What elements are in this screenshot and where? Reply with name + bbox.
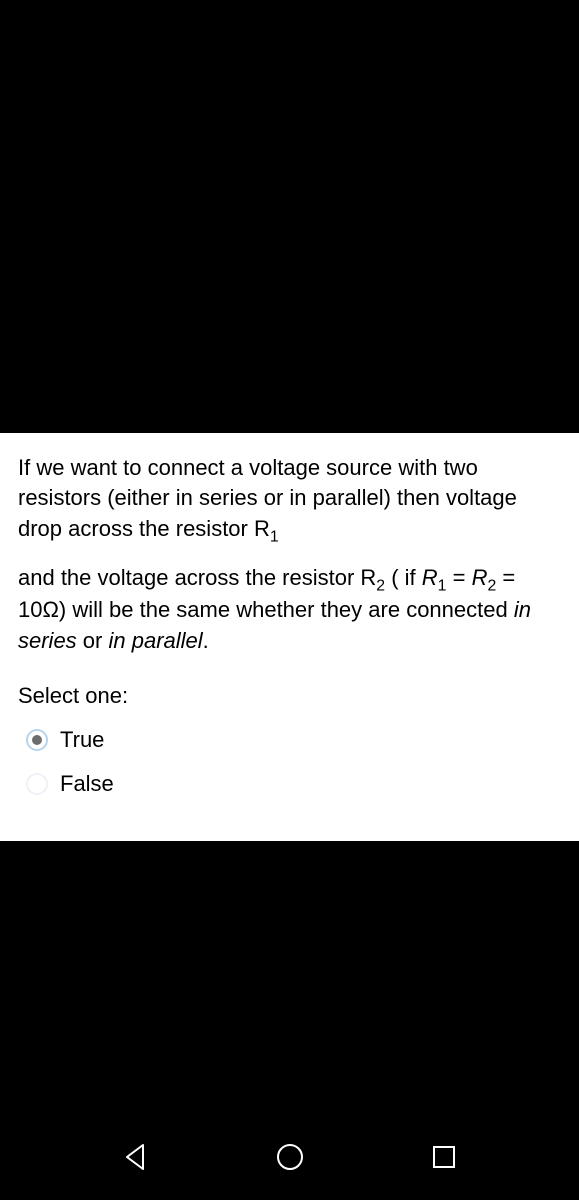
option-true[interactable]: True <box>26 727 561 753</box>
phone-screen: If we want to connect a voltage source w… <box>0 0 579 1200</box>
nav-back-button[interactable] <box>115 1137 155 1177</box>
option-false[interactable]: False <box>26 771 561 797</box>
question-paragraph-1: If we want to connect a voltage source w… <box>18 453 561 544</box>
question-paragraph-2: and the voltage across the resistor R2 (… <box>18 562 561 657</box>
option-label: False <box>60 771 114 797</box>
back-triangle-icon <box>123 1143 147 1171</box>
options-group: True False <box>18 727 561 797</box>
nav-home-button[interactable] <box>270 1137 310 1177</box>
home-circle-icon <box>275 1142 305 1172</box>
top-black-region <box>0 0 579 433</box>
radio-icon <box>26 773 48 795</box>
select-one-prompt: Select one: <box>18 683 561 709</box>
question-card: If we want to connect a voltage source w… <box>0 433 579 841</box>
option-label: True <box>60 727 104 753</box>
radio-icon <box>26 729 48 751</box>
recent-square-icon <box>431 1144 457 1170</box>
android-navbar <box>0 1114 579 1200</box>
nav-recent-button[interactable] <box>424 1137 464 1177</box>
